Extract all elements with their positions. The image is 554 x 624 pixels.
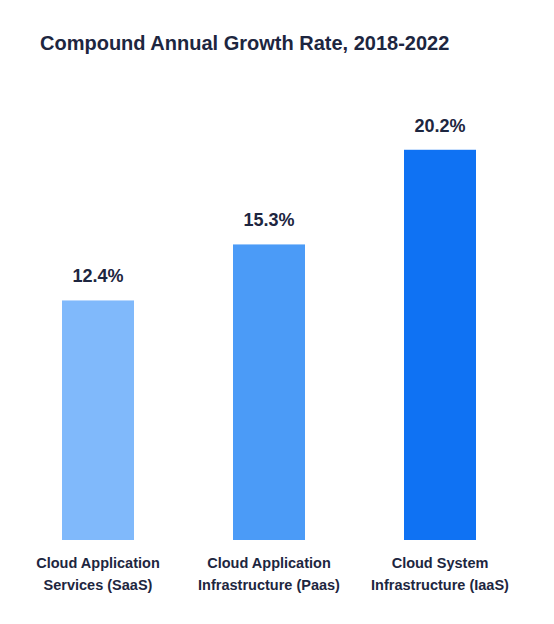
data-label: 15.3% <box>243 210 294 230</box>
bar <box>62 300 134 540</box>
title: Compound Annual Growth Rate, 2018-2022 <box>40 32 449 54</box>
category-label: Cloud Application Infrastructure (Paas) <box>189 552 349 596</box>
data-label: 12.4% <box>72 266 123 286</box>
category-label: Cloud Application Services (SaaS) <box>18 552 178 596</box>
bar <box>233 244 305 540</box>
category-label: Cloud System Infrastructure (IaaS) <box>360 552 520 596</box>
bars <box>62 150 476 540</box>
bar <box>404 150 476 540</box>
chart: Compound Annual Growth Rate, 2018-2022 12… <box>0 0 554 624</box>
page: {"chart_data": {"type": "bar", "title": … <box>0 0 554 624</box>
data-label: 20.2% <box>414 116 465 136</box>
